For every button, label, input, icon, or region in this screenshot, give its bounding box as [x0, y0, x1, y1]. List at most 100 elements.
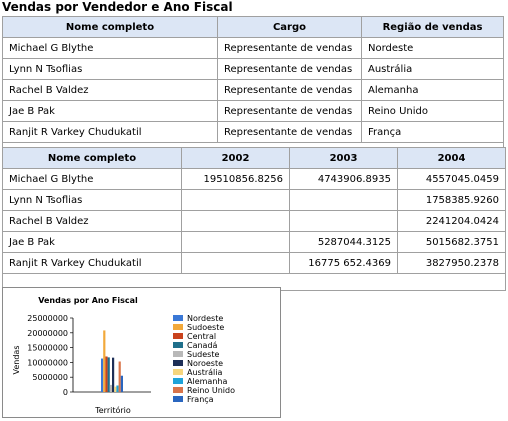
chart-x-axis-label: Território	[94, 405, 131, 415]
legend-label: Reino Unido	[187, 386, 235, 395]
table-cell: Ranjit R Varkey Chudukatil	[2, 121, 218, 143]
table-cell: Ranjit R Varkey Chudukatil	[2, 252, 182, 274]
table-cell	[289, 189, 398, 211]
y-tick-label: 10000000	[27, 358, 68, 367]
table-cell: Representante de vendas	[217, 121, 362, 143]
sales-chart: Vendas por Ano Fiscal Vendas Território …	[2, 287, 281, 418]
table-row: Lynn N Tsoflias 1758385.9260	[2, 189, 506, 211]
column-header: 2004	[397, 147, 506, 169]
table-cell: 4557045.0459	[397, 168, 506, 190]
y-tick-label: 20000000	[27, 329, 68, 338]
chart-bar	[109, 384, 112, 392]
table-cell: Reino Unido	[361, 100, 504, 122]
table-row: Jae B Pak Representante de vendas Reino …	[2, 100, 504, 122]
column-header: Nome completo	[2, 16, 218, 38]
table-cell: Rachel B Valdez	[2, 210, 182, 232]
table-cell: Rachel B Valdez	[2, 79, 218, 101]
table-header-row: Nome completo 2002 2003 2004	[2, 147, 506, 169]
y-tick-label: 5000000	[32, 373, 68, 382]
table-cell	[181, 252, 290, 274]
legend-label: Noroeste	[187, 359, 223, 368]
table-cell: 16775 652.4369	[289, 252, 398, 274]
table-cell: Michael G Blythe	[2, 37, 218, 59]
legend-swatch	[173, 333, 183, 339]
legend-swatch	[173, 369, 183, 375]
table-cell: 5015682.3751	[397, 231, 506, 253]
legend-swatch	[173, 324, 183, 330]
chart-bar	[107, 357, 110, 392]
y-tick-label: 0	[63, 388, 68, 397]
table-cell: Alemanha	[361, 79, 504, 101]
legend-label: Nordeste	[187, 314, 223, 323]
chart-title: Vendas por Ano Fiscal	[38, 296, 138, 305]
table-cell	[181, 210, 290, 232]
table-cell: Representante de vendas	[217, 58, 362, 80]
table-cell: Representante de vendas	[217, 100, 362, 122]
column-header: 2003	[289, 147, 398, 169]
table-row: Jae B Pak 5287044.3125 5015682.3751	[2, 231, 506, 253]
table-row: Ranjit R Varkey Chudukatil 16775 652.436…	[2, 252, 506, 274]
table-row: Lynn N Tsoflias Representante de vendas …	[2, 58, 504, 80]
column-header: Nome completo	[2, 147, 182, 169]
legend-swatch	[173, 342, 183, 348]
y-tick-label: 15000000	[27, 344, 68, 353]
table-cell: Nordeste	[361, 37, 504, 59]
legend-label: Central	[187, 332, 216, 341]
column-header: 2002	[181, 147, 290, 169]
legend-swatch	[173, 351, 183, 357]
legend-label: Austrália	[187, 368, 222, 377]
table-cell: Jae B Pak	[2, 100, 218, 122]
table-cell: 1758385.9260	[397, 189, 506, 211]
report-title: Vendas por Vendedor e Ano Fiscal	[2, 0, 233, 14]
table-cell: Austrália	[361, 58, 504, 80]
legend-swatch	[173, 315, 183, 321]
plot-area: 0 5000000 10000000 15000000 20000000 25000000	[27, 314, 151, 397]
chart-bar	[112, 357, 115, 392]
table-cell: Lynn N Tsoflias	[2, 189, 182, 211]
table-row: Rachel B Valdez 2241204.0424	[2, 210, 506, 232]
chart-y-axis-label: Vendas	[12, 346, 21, 375]
column-header: Região de vendas	[361, 16, 504, 38]
legend-swatch	[173, 396, 183, 402]
table-cell: França	[361, 121, 504, 143]
chart-bar	[114, 386, 117, 392]
table-cell: 19510856.8256	[181, 168, 290, 190]
legend-label: Alemanha	[187, 377, 227, 386]
table-row: Rachel B Valdez Representante de vendas …	[2, 79, 504, 101]
table-cell	[181, 231, 290, 253]
table-cell: 3827950.2378	[397, 252, 506, 274]
table-cell: 5287044.3125	[289, 231, 398, 253]
legend-label: França	[187, 395, 214, 404]
chart-bar	[103, 330, 106, 392]
table-row: Ranjit R Varkey Chudukatil Representante…	[2, 121, 504, 143]
table-cell: Michael G Blythe	[2, 168, 182, 190]
sales-by-year-table: Nome completo 2002 2003 2004 Michael G B…	[2, 147, 506, 291]
column-header: Cargo	[217, 16, 362, 38]
y-tick-label: 25000000	[27, 314, 68, 323]
chart-bar	[116, 385, 119, 392]
table-cell: Representante de vendas	[217, 37, 362, 59]
table-cell: 4743906.8935	[289, 168, 398, 190]
table-cell: 2241204.0424	[397, 210, 506, 232]
table-header-row: Nome completo Cargo Região de vendas	[2, 16, 504, 38]
chart-bar	[120, 375, 123, 392]
legend-swatch	[173, 387, 183, 393]
legend-label: Sudoeste	[187, 323, 224, 332]
table-cell	[181, 189, 290, 211]
chart-bar	[105, 356, 108, 392]
table-cell: Lynn N Tsoflias	[2, 58, 218, 80]
table-row: Michael G Blythe 19510856.8256 4743906.8…	[2, 168, 506, 190]
salesperson-table: Nome completo Cargo Região de vendas Mic…	[2, 16, 504, 158]
table-row: Michael G Blythe Representante de vendas…	[2, 37, 504, 59]
legend-swatch	[173, 360, 183, 366]
chart-bar	[118, 361, 121, 392]
table-cell: Jae B Pak	[2, 231, 182, 253]
legend-label: Sudeste	[187, 350, 219, 359]
chart-legend: NordesteSudoesteCentralCanadáSudesteNoro…	[173, 314, 235, 404]
legend-label: Canadá	[187, 341, 218, 350]
table-cell: Representante de vendas	[217, 79, 362, 101]
legend-swatch	[173, 378, 183, 384]
table-cell	[289, 210, 398, 232]
chart-bar	[101, 358, 104, 392]
chart-canvas: Vendas por Ano Fiscal Vendas Território …	[12, 296, 235, 415]
